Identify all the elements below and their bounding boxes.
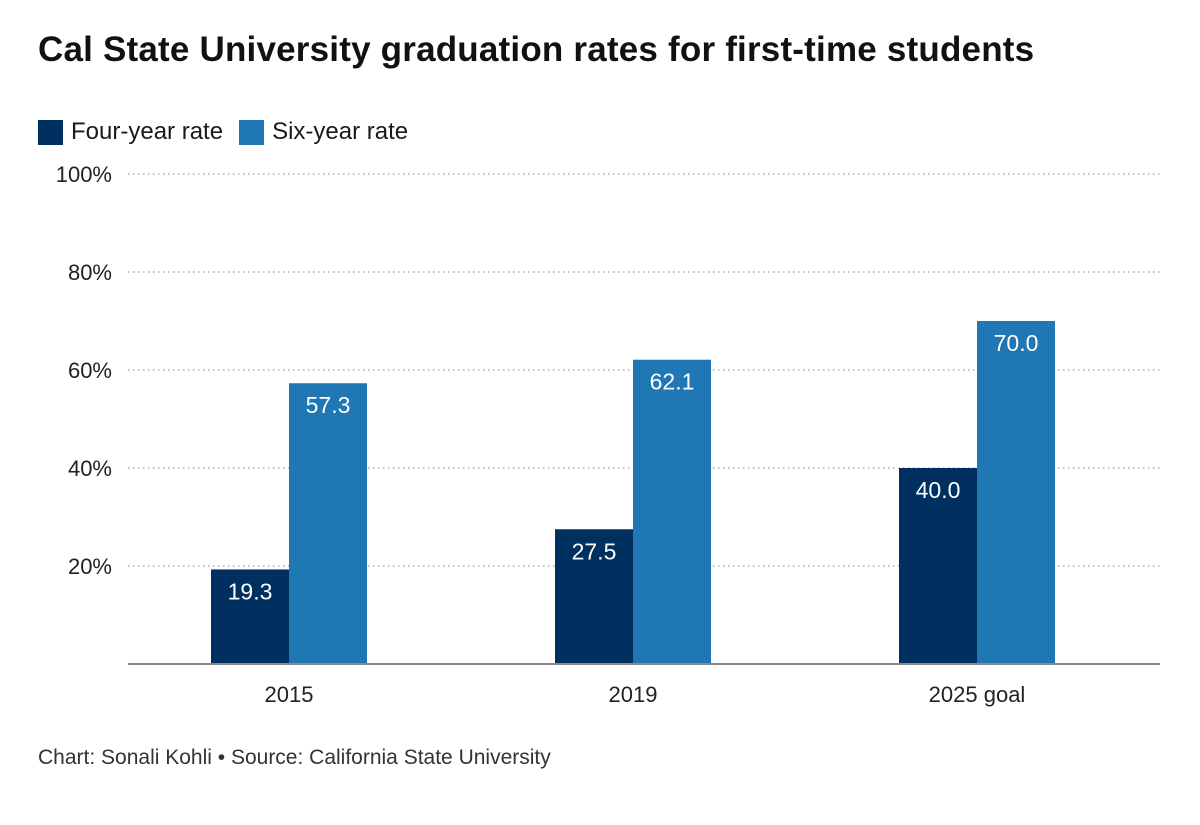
data-label: 19.3 [228,578,273,604]
bar [555,529,633,664]
bar [899,468,977,664]
y-tick-label: 80% [68,260,112,285]
legend-swatch-four-year [38,119,63,145]
bar [211,569,289,664]
chart-credit: Chart: Sonali Kohli • Source: California… [38,746,551,769]
bar [977,321,1055,664]
data-label: 27.5 [572,538,617,564]
data-label: 57.3 [306,392,351,418]
data-label: 70.0 [994,330,1039,356]
y-tick-label: 40% [68,456,112,481]
legend-item-four-year: Four-year rate [38,118,223,146]
x-tick-label: 2015 [265,682,314,707]
legend-swatch-six-year [239,119,265,145]
x-tick-label: 2019 [609,682,658,707]
legend-label-six-year: Six-year rate [272,118,409,145]
legend-label-four-year: Four-year rate [71,118,224,145]
bar [289,383,367,664]
chart-title: Cal State University graduation rates fo… [38,30,1035,69]
data-label: 40.0 [916,477,961,503]
y-tick-label: 20% [68,554,112,579]
legend-item-six-year: Six-year rate [239,118,408,146]
y-tick-label: 60% [68,358,112,383]
legend: Four-year rate Six-year rate [38,118,424,146]
x-tick-label: 2025 goal [929,682,1026,707]
bar [633,359,711,664]
data-label: 62.1 [650,369,695,395]
y-tick-label: 100% [56,162,112,187]
